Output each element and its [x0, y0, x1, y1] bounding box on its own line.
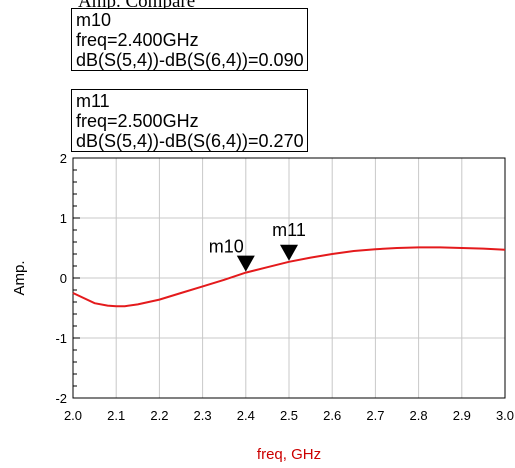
- x-axis-label: freq, GHz: [257, 446, 321, 463]
- marker-value: dB(S(5,4))-dB(S(6,4))=0.270: [76, 131, 304, 151]
- x-tick-label: 2.9: [453, 408, 471, 423]
- marker-label: m11: [272, 220, 306, 240]
- y-tick-label: -1: [55, 331, 67, 346]
- x-tick-label: 2.3: [194, 408, 212, 423]
- x-tick-label: 2.8: [410, 408, 428, 423]
- x-tick-label: 2.6: [323, 408, 341, 423]
- marker-label: m10: [209, 237, 244, 257]
- marker-readout-m10: m10 freq=2.400GHz dB(S(5,4))-dB(S(6,4))=…: [71, 8, 308, 71]
- x-tick-label: 2.0: [64, 408, 82, 423]
- x-tick-label: 2.4: [237, 408, 255, 423]
- y-tick-label: 1: [60, 211, 67, 226]
- y-tick-label: -2: [55, 391, 67, 406]
- marker-triangle: [236, 255, 255, 272]
- y-axis-label: Amp.: [11, 260, 28, 295]
- marker-frequency: freq=2.500GHz: [76, 111, 199, 131]
- marker-name: m11: [76, 91, 110, 111]
- x-tick-label: 2.2: [150, 408, 168, 423]
- marker-name: m10: [76, 10, 112, 30]
- series-line: [72, 246, 506, 308]
- x-tick-label: 2.1: [107, 408, 125, 423]
- y-tick-label: 2: [60, 151, 67, 166]
- marker-readout-m11: m11 freq=2.500GHz dB(S(5,4))-dB(S(6,4))=…: [71, 89, 308, 152]
- x-tick-label: 2.5: [280, 408, 298, 423]
- marker-triangle: [280, 244, 298, 261]
- y-tick-label: 0: [60, 271, 67, 286]
- header-text: Amp. Compare: [78, 0, 196, 12]
- marker-value: dB(S(5,4))-dB(S(6,4))=0.090: [76, 50, 304, 70]
- marker-frequency: freq=2.400GHz: [76, 30, 199, 50]
- plot-frame: [72, 157, 506, 399]
- x-tick-label: 3.0: [496, 408, 514, 423]
- x-tick-label: 2.7: [366, 408, 384, 423]
